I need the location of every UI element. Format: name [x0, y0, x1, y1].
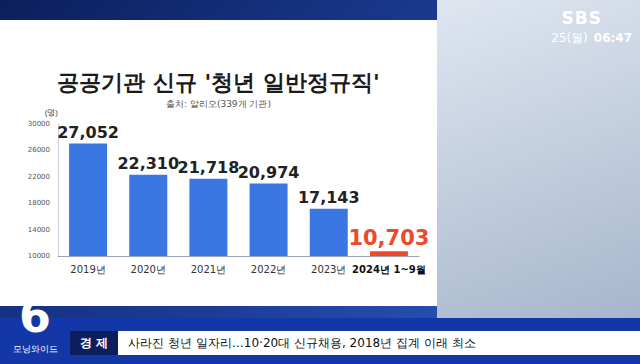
html-text:모닝와이드: 모닝와이드: [12, 344, 58, 354]
html-text:SBS: SBS: [561, 8, 602, 28]
svg-text:2023년: 2023년: [311, 264, 346, 275]
html-text:사라진 청년 일자리…10·20대 신규채용, 2018년: 사라진 청년 일자리…10·20대 신규채용, 2018년 집계 이래 최소: [128, 335, 476, 350]
svg-text:10000: 10000: [28, 252, 50, 260]
svg-text:17,143: 17,143: [298, 188, 360, 207]
svg-text:21,718: 21,718: [178, 158, 240, 177]
svg-text:10,703: 10,703: [348, 226, 429, 250]
svg-text:2019년: 2019년: [70, 264, 105, 275]
svg-text:22000: 22000: [28, 173, 50, 181]
svg-text:2020년: 2020년: [131, 264, 166, 275]
svg-text:18000: 18000: [28, 199, 50, 207]
svg-text:(명): (명): [45, 108, 59, 117]
html-text:6: 6: [19, 289, 51, 343]
svg-text:27,052: 27,052: [57, 123, 119, 142]
svg-text:20,974: 20,974: [238, 163, 300, 182]
svg-text:2024년 1~9월: 2024년 1~9월: [352, 264, 426, 275]
svg-text:26000: 26000: [28, 146, 50, 154]
svg-text:14000: 14000: [28, 226, 50, 234]
html-text:06:47: 06:47: [593, 31, 632, 45]
svg-text:2022년: 2022년: [251, 264, 286, 275]
svg-text:출처: 알리오(339개 기관): 출처: 알리오(339개 기관): [166, 99, 271, 109]
svg-text:2021년: 2021년: [191, 264, 226, 275]
html-text:25(월): 25(월): [551, 31, 588, 45]
html-text:경 제: 경 제: [80, 336, 109, 350]
svg-text:공공기관 신규 '청년 일반정규직': 공공기관 신규 '청년 일반정규직': [57, 70, 379, 95]
svg-text:22,310: 22,310: [117, 154, 179, 173]
svg-text:30000: 30000: [28, 120, 50, 128]
